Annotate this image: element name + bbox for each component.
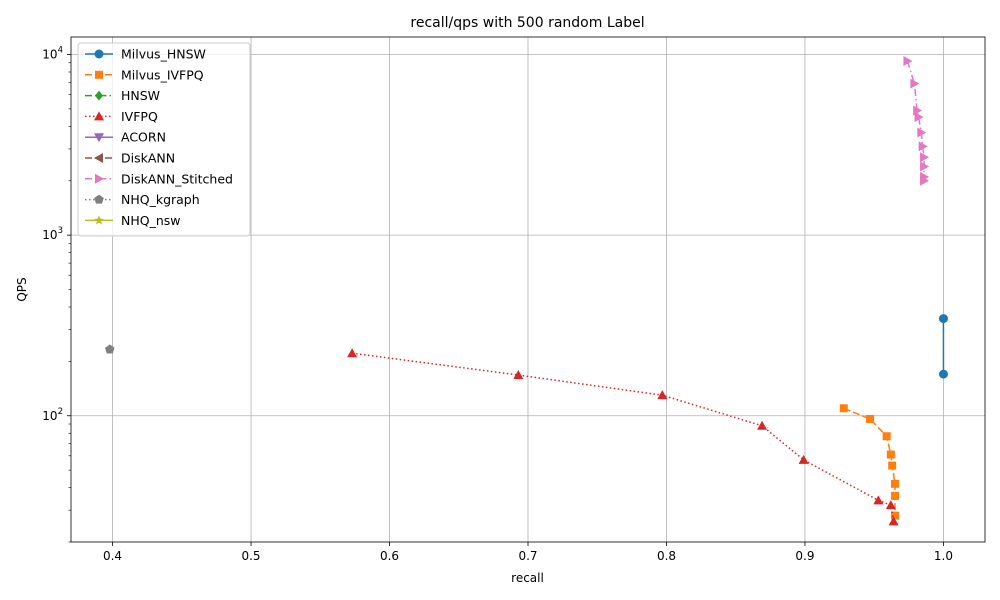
data-point: [938, 369, 948, 379]
data-point: [890, 511, 899, 520]
y-axis-ticks: 102 103 104: [42, 46, 71, 543]
x-tick-label: 0.6: [380, 549, 399, 563]
data-point: [903, 56, 913, 67]
data-point: [920, 152, 930, 163]
legend-label: Milvus_HNSW: [121, 47, 206, 62]
data-point: [885, 500, 896, 510]
legend-entry: Milvus_IVFPQ: [85, 67, 204, 82]
y-tick-label: 103: [42, 226, 63, 242]
data-point: [920, 175, 930, 186]
legend-label: HNSW: [121, 88, 160, 103]
legend: Milvus_HNSW Milvus_IVFPQ HNSW IVFPQ ACORN Dis…: [77, 42, 251, 237]
legend-entry: DiskANN_Stitched: [85, 171, 233, 186]
legend-label: IVFPQ: [121, 109, 158, 124]
data-point: [890, 479, 899, 488]
legend-marker: [94, 133, 104, 143]
legend-label: NHQ_nsw: [121, 213, 181, 228]
legend-marker: [94, 215, 104, 225]
data-point: [888, 461, 897, 470]
series-ivfpq: [347, 348, 899, 526]
x-tick-label: 1.0: [934, 549, 953, 563]
series-milvus-hnsw: [938, 314, 948, 379]
legend-entry: NHQ_kgraph: [85, 192, 200, 207]
legend-marker: [95, 173, 104, 184]
legend-marker: [94, 49, 104, 59]
series-milvus-ivfpq: [839, 404, 899, 520]
y-tick-label: 102: [42, 407, 63, 423]
data-point: [914, 112, 924, 123]
legend-entry: ACORN: [85, 130, 166, 145]
data-point: [757, 420, 768, 430]
series-layer: [105, 56, 948, 526]
data-point: [910, 78, 920, 89]
series-line: [906, 60, 925, 181]
legend-label: Milvus_IVFPQ: [121, 67, 204, 82]
x-tick-label: 0.9: [795, 549, 814, 563]
data-point: [917, 127, 927, 138]
series-line: [352, 352, 895, 522]
data-point: [657, 390, 668, 400]
data-point: [890, 491, 899, 500]
data-point: [938, 314, 948, 324]
chart-title: recall/qps with 500 random Label: [410, 15, 644, 31]
legend-label: DiskANN_Stitched: [121, 171, 233, 186]
data-point: [888, 516, 899, 526]
data-point: [866, 414, 875, 423]
legend-label: ACORN: [121, 130, 166, 145]
legend-entry: Milvus_HNSW: [85, 47, 206, 62]
data-point: [882, 432, 891, 441]
legend-marker: [94, 111, 104, 121]
data-point: [513, 370, 524, 380]
legend-marker: [95, 70, 103, 79]
data-point: [105, 344, 115, 354]
x-tick-label: 0.4: [103, 549, 122, 563]
x-tick-label: 0.5: [241, 549, 260, 563]
data-point: [886, 450, 895, 459]
data-point: [839, 404, 848, 413]
x-tick-label: 0.8: [657, 549, 676, 563]
legend-entry: NHQ_nsw: [85, 213, 181, 228]
y-axis-label: QPS: [15, 277, 29, 301]
legend-label: DiskANN: [121, 151, 175, 166]
data-point: [918, 141, 928, 152]
x-axis-label: recall: [511, 571, 544, 585]
series-diskann-stitched: [903, 56, 930, 186]
series-nhq-kgraph: [105, 344, 115, 354]
legend-marker: [94, 153, 103, 163]
legend-marker: [95, 90, 103, 101]
legend-entry: IVFPQ: [85, 109, 158, 124]
x-axis-ticks: 0.4 0.5 0.6 0.7 0.8 0.9 1.0: [103, 542, 953, 563]
legend-marker: [94, 194, 104, 204]
legend-box: [77, 42, 251, 237]
data-point: [920, 161, 930, 172]
data-point: [873, 495, 884, 505]
x-tick-label: 0.7: [518, 549, 537, 563]
y-tick-label: 104: [42, 46, 63, 62]
legend-label: NHQ_kgraph: [121, 192, 200, 207]
legend-entry: DiskANN: [85, 151, 175, 166]
legend-entry: HNSW: [85, 88, 160, 103]
data-point: [347, 348, 358, 358]
data-point: [798, 454, 809, 464]
